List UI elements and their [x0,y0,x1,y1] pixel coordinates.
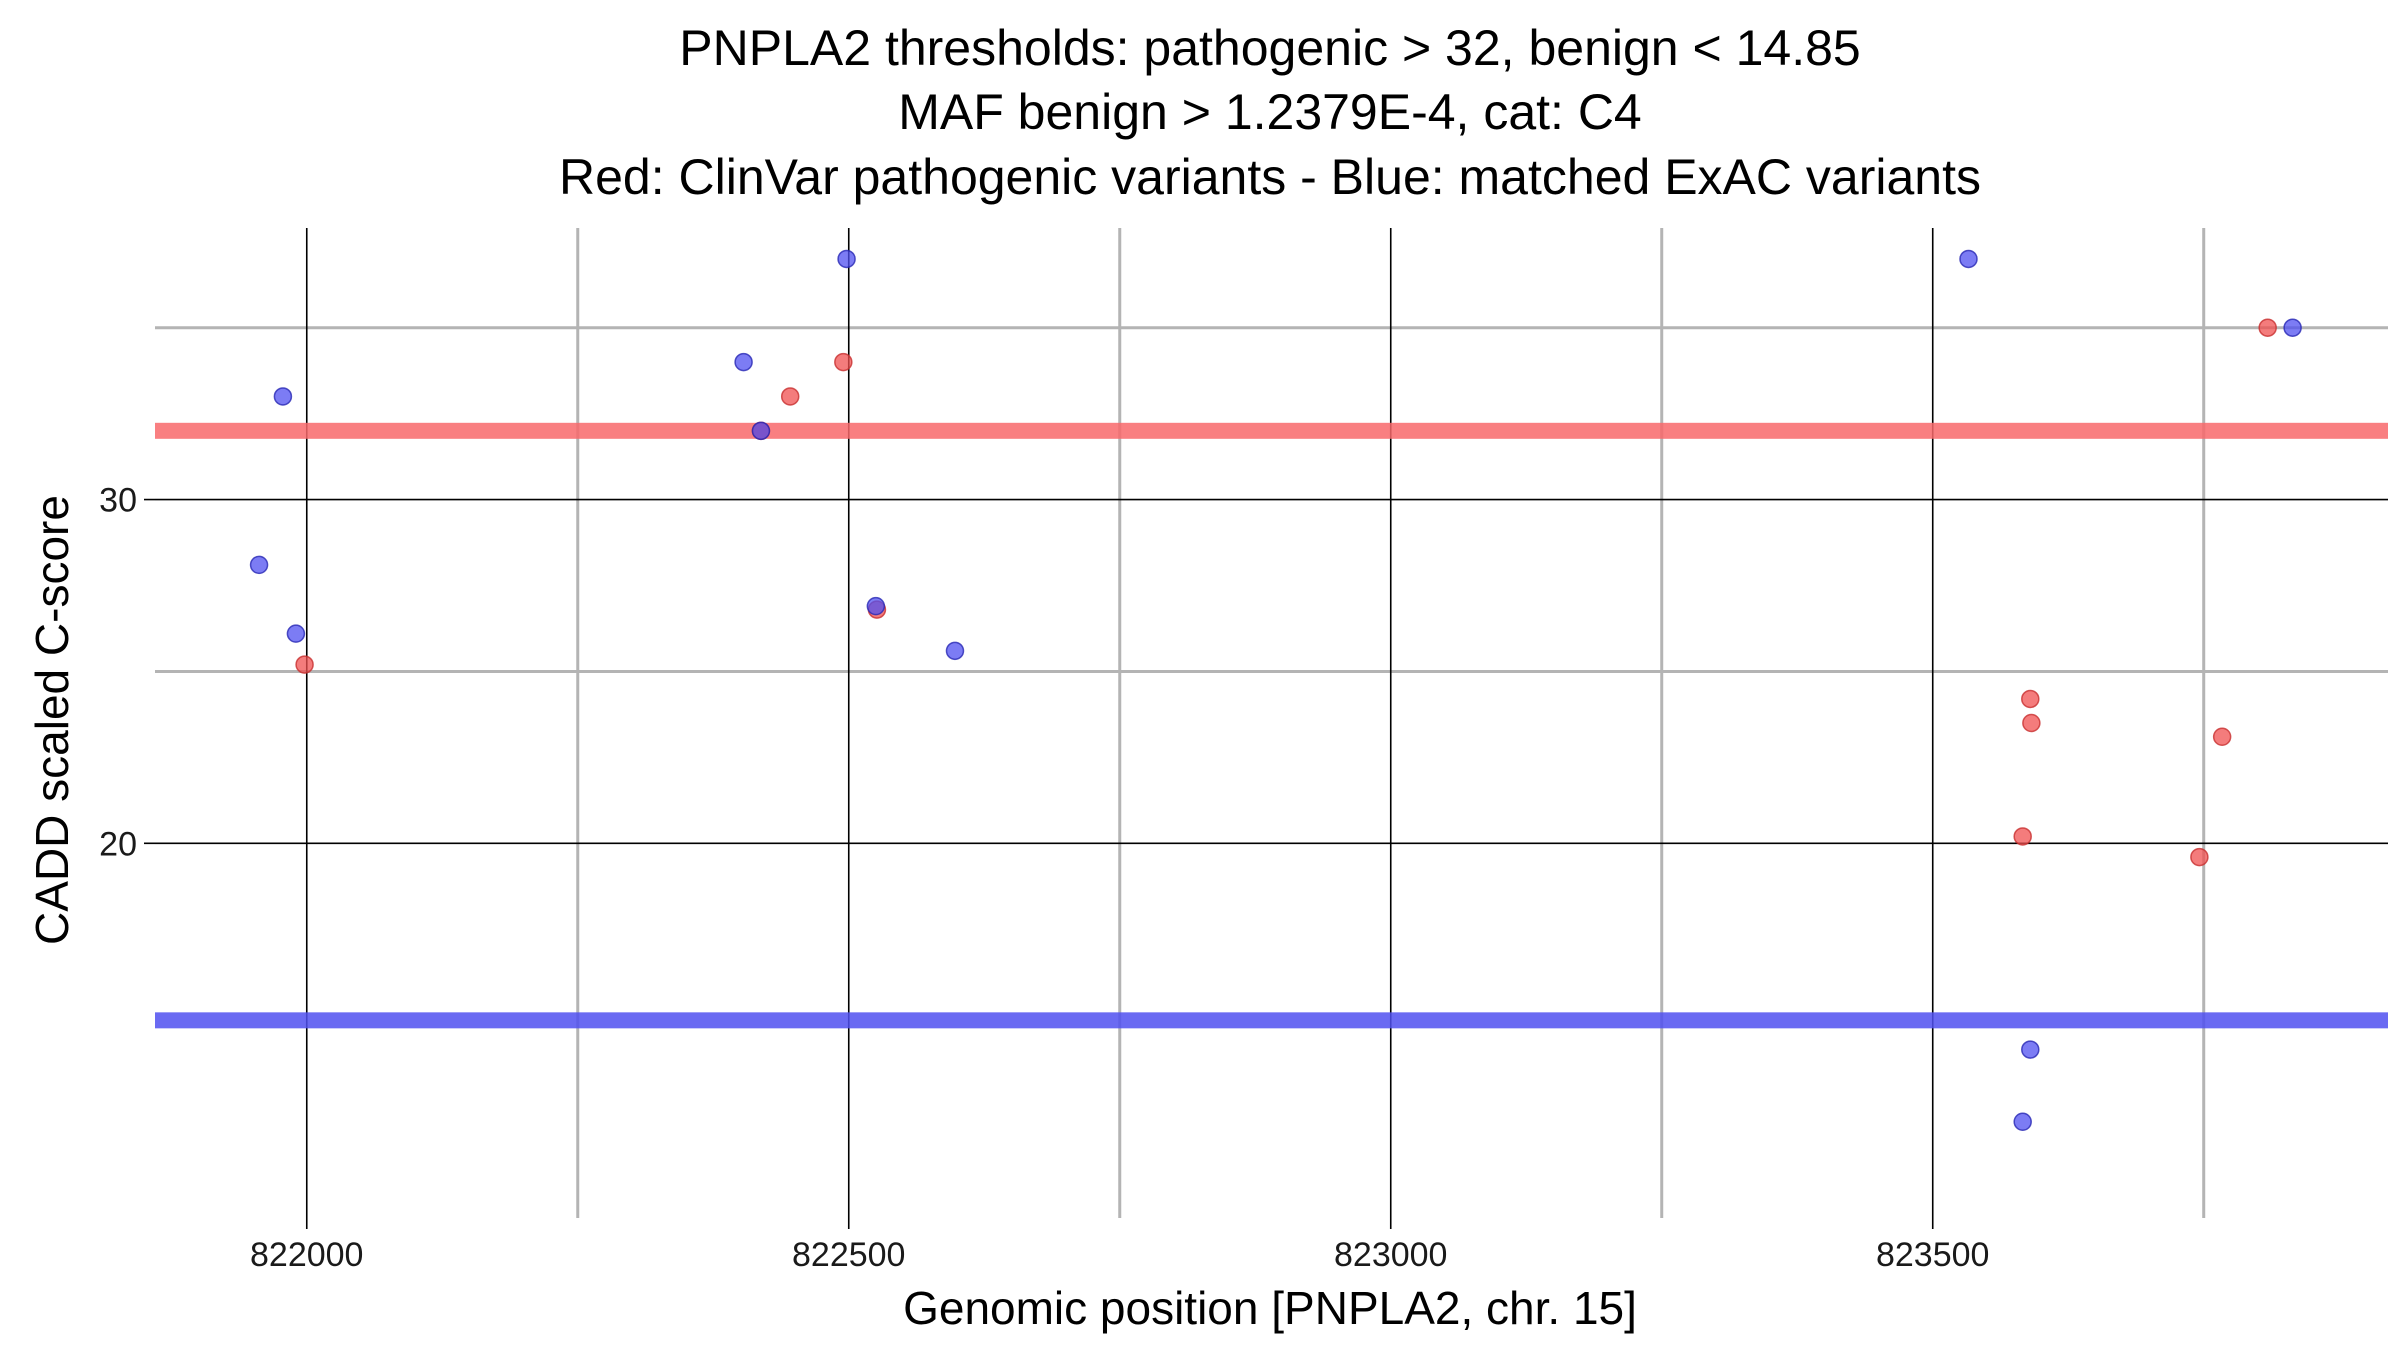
red-variant-point [2258,318,2277,337]
x-tick-label: 823000 [1334,1236,1447,1274]
blue-variant-point [751,421,771,441]
red-variant-point [2021,689,2040,709]
blue-variant-point [2013,1112,2032,1131]
benign-threshold-line [155,1012,2388,1029]
blue-variant-point [866,596,886,616]
blue-variant-point [1959,249,1978,269]
axis-layer: 822000 822500 823000 823500 20 30 [99,482,1989,1274]
threshold-layer [155,422,2388,1029]
red-variant-point [2190,847,2209,867]
red-variant-point [2013,827,2032,846]
points-layer [249,249,2302,1131]
red-variant-point [834,352,853,372]
red-variant-point [2212,727,2232,746]
chart-title-line-2: MAF benign > 1.2379E-4, cat: C4 [898,84,1641,140]
y-axis-label: CADD scaled C-score [26,495,78,945]
chart-title-line-3: Red: ClinVar pathogenic variants - Blue:… [559,149,1981,205]
red-variant-point [295,655,314,674]
blue-variant-point [734,352,753,372]
x-tick-label: 822500 [792,1236,905,1274]
x-tick-label: 822000 [250,1236,363,1274]
chart-title-line-1: PNPLA2 thresholds: pathogenic > 32, beni… [679,20,1860,76]
grid-layer [155,228,2388,1218]
blue-variant-point [837,249,856,269]
red-variant-point [2022,713,2041,733]
x-tick-label: 823500 [1876,1236,1989,1274]
blue-variant-point [286,624,306,643]
pathogenic-threshold-line [155,422,2388,439]
red-variant-point [780,387,800,406]
blue-variant-point [945,641,965,661]
blue-variant-point [2283,318,2302,337]
x-axis-label: Genomic position [PNPLA2, chr. 15] [903,1282,1637,1334]
y-tick-label: 30 [99,482,137,520]
blue-variant-point [249,555,269,575]
y-tick-label: 20 [99,825,137,863]
blue-variant-point [273,387,293,406]
blue-variant-point [2021,1040,2040,1059]
